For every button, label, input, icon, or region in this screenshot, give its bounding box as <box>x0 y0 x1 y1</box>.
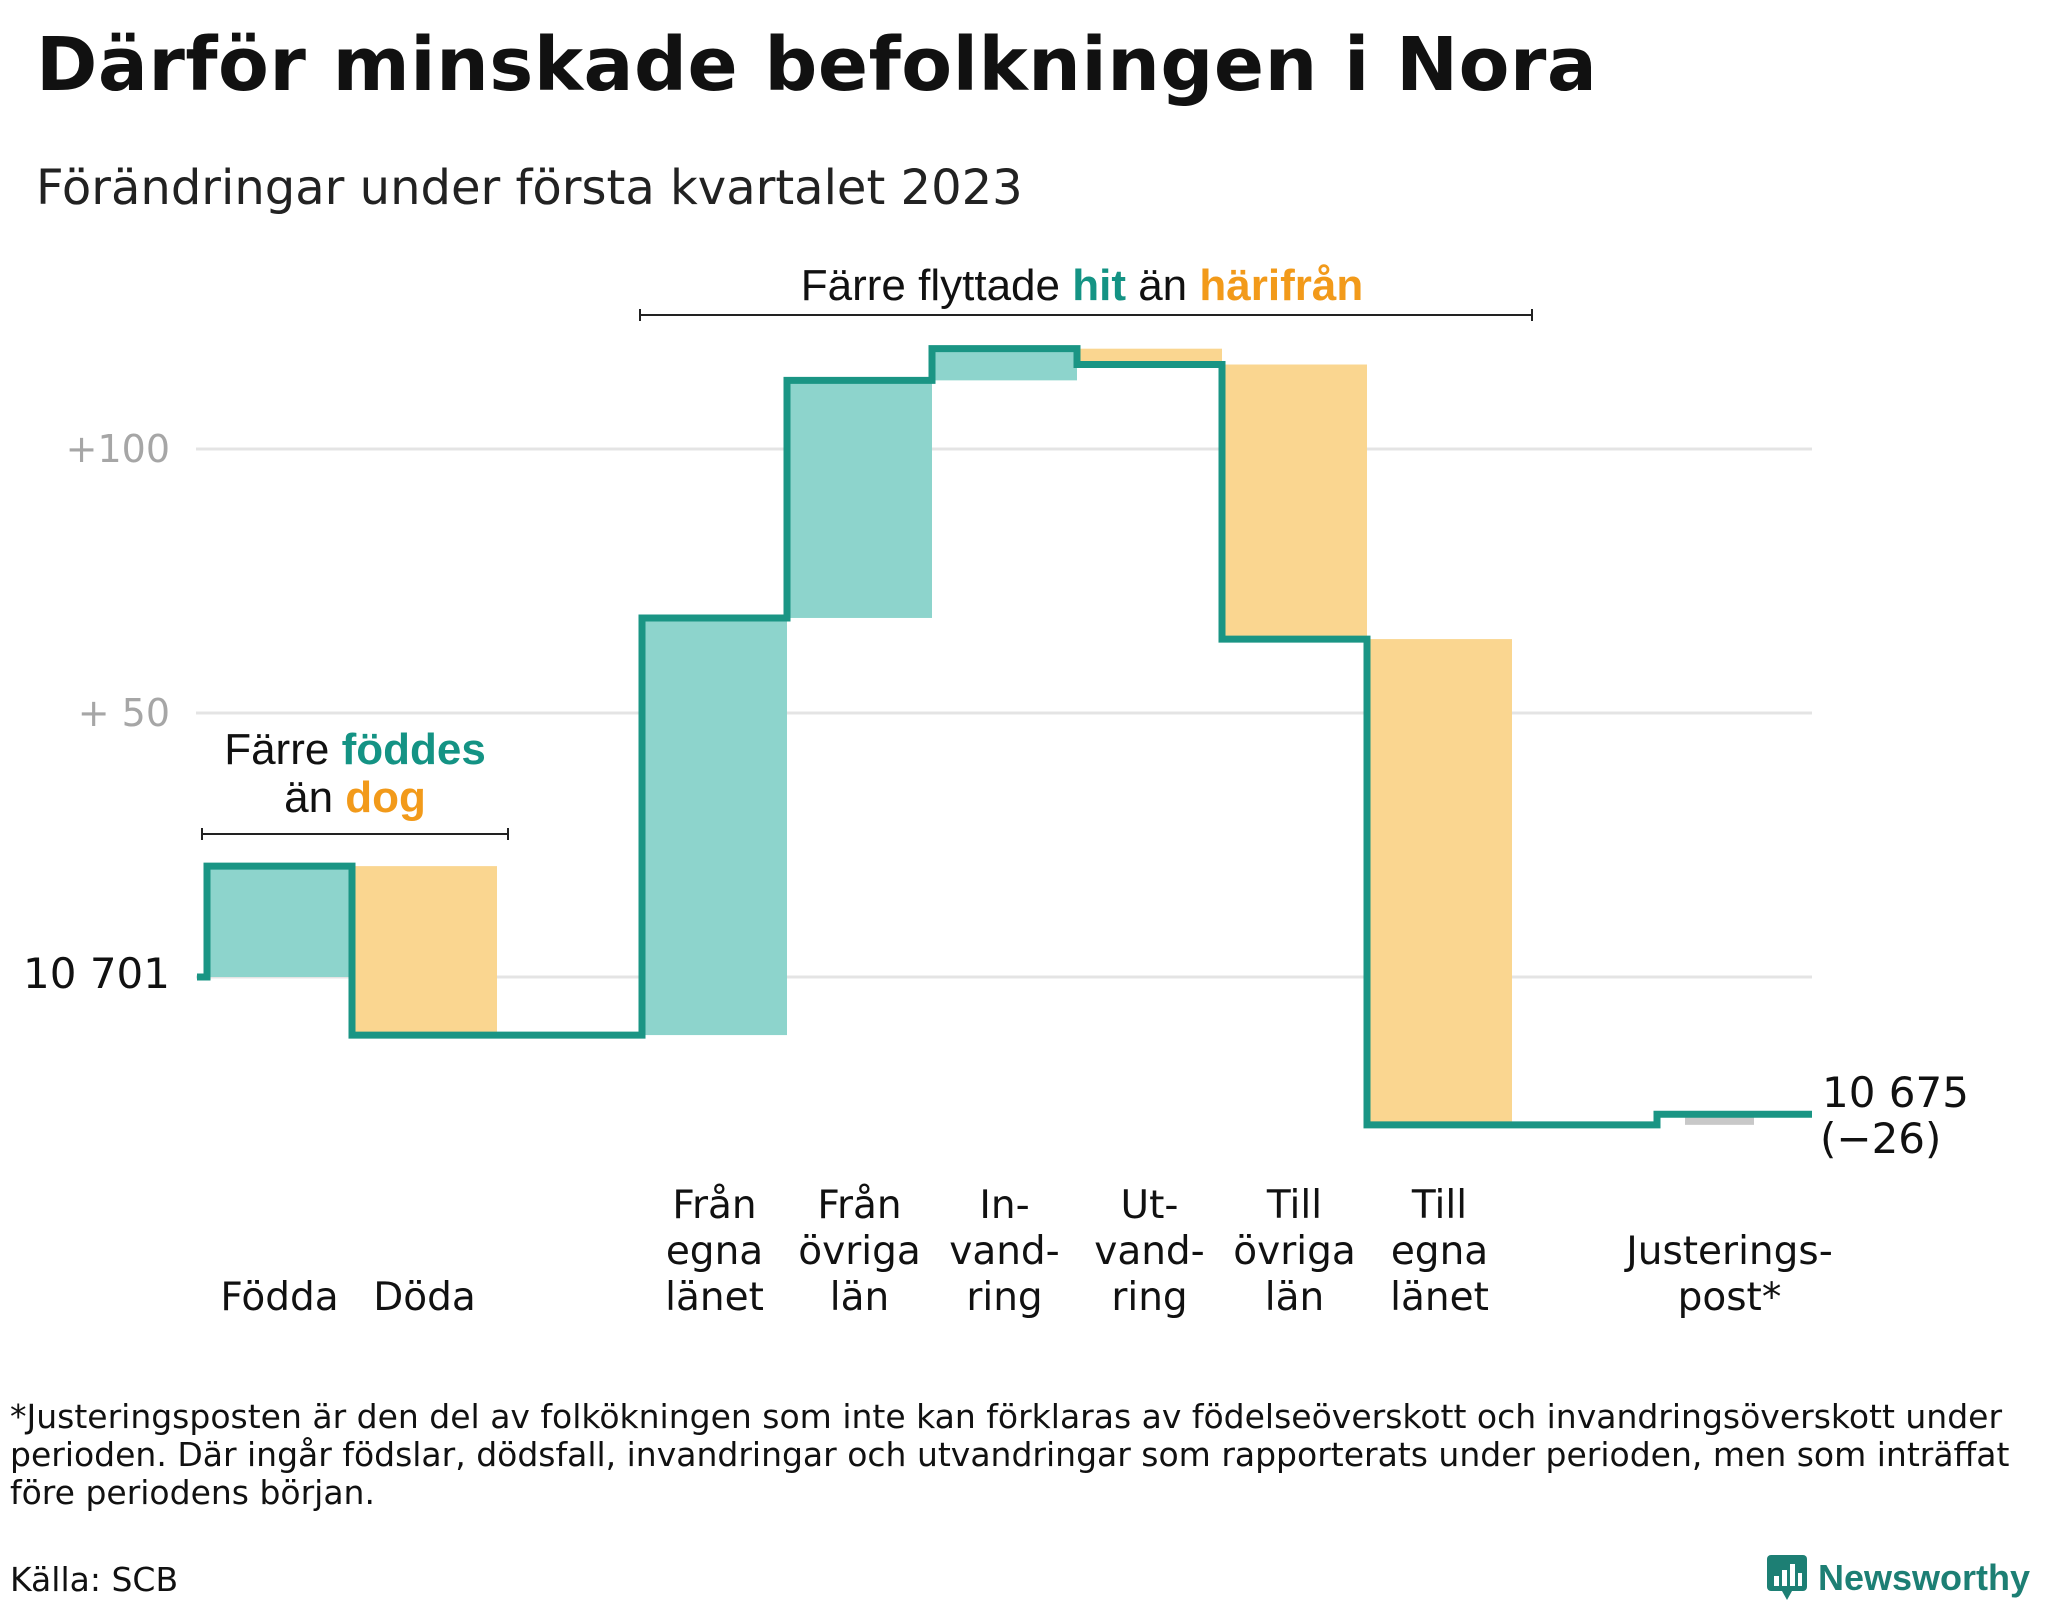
category-label-line: Till <box>1411 1183 1467 1228</box>
migration-annotation: Färre flyttade hit än härifrån <box>801 261 1363 310</box>
bar-till-övriga-län <box>1222 364 1367 640</box>
bar-justeringspost <box>1685 1114 1754 1125</box>
running-total-step-line <box>197 345 1812 1129</box>
category-label: In-vand-ring <box>949 1183 1060 1320</box>
chart-subtitle: Förändringar under första kvartalet 2023 <box>36 160 1023 216</box>
category-label: Ut-vand-ring <box>1094 1183 1205 1320</box>
source-label: Källa: SCB <box>10 1560 179 1599</box>
chart-title: Därför minskade befolkningen i Nora <box>36 22 1598 108</box>
bar-från-egna-länet <box>642 617 787 1036</box>
migration-annotation-highlight-away: härifrån <box>1199 261 1363 310</box>
birth-annotation-line1: Färre föddes <box>224 725 486 774</box>
category-label-line: In- <box>979 1183 1029 1228</box>
bars <box>207 348 1754 1125</box>
end-change-label: (−26) <box>1820 1114 1941 1163</box>
birth-annotation-text2: än <box>284 773 345 822</box>
category-label: Döda <box>373 1275 476 1320</box>
category-label-line: vand- <box>1094 1229 1205 1274</box>
category-label-line: Ut- <box>1121 1183 1179 1228</box>
category-label-line: egna <box>666 1229 763 1274</box>
category-label: Från övriga län <box>798 1183 920 1320</box>
category-label-line: länet <box>665 1275 764 1320</box>
footnote: *Justeringsposten är den del av folkökni… <box>10 1397 2010 1512</box>
category-label: Födda <box>220 1275 338 1320</box>
brand-name: Newsworthy <box>1818 1557 2031 1598</box>
bar-födda <box>207 866 352 977</box>
category-label-line: län <box>830 1275 889 1320</box>
bar-från-övriga-län <box>787 380 932 618</box>
migration-annotation-text2: än <box>1126 261 1199 310</box>
category-label-line: post* <box>1678 1275 1782 1320</box>
birth-annotation-highlight-born: föddes <box>342 725 486 774</box>
y-tick-label: + 50 <box>78 691 170 735</box>
category-label: Från egna länet <box>665 1183 764 1320</box>
end-value-label: 10 675 <box>1822 1068 1969 1117</box>
birth-annotation-highlight-died: dog <box>345 773 426 822</box>
migration-annotation-text: Färre flyttade <box>801 261 1072 310</box>
migration-annotation-bracket <box>639 309 1533 321</box>
y-tick-label: +100 <box>66 427 170 471</box>
category-label-line: Till <box>1266 1183 1322 1228</box>
category-label-line: län <box>1265 1275 1324 1320</box>
category-label: Till egna länet <box>1390 1183 1489 1320</box>
category-label-line: Födda <box>220 1275 338 1320</box>
brand[interactable]: Newsworthy <box>1766 1554 2030 1602</box>
category-label: Till övriga län <box>1233 1183 1355 1320</box>
category-label-line: Från <box>672 1183 756 1228</box>
category-label-line: egna <box>1391 1229 1488 1274</box>
running-total-line <box>197 345 1812 1129</box>
bar-till-egna-länet <box>1367 639 1512 1125</box>
bar-invandring <box>932 348 1077 381</box>
category-label: Justerings-post* <box>1623 1229 1833 1320</box>
newsworthy-logo-icon <box>1767 1555 1807 1600</box>
category-label-line: länet <box>1390 1275 1489 1320</box>
category-label-line: ring <box>966 1275 1042 1320</box>
bar-döda <box>352 866 497 1036</box>
category-label-line: Justerings- <box>1623 1229 1833 1274</box>
bar-utvandring <box>1077 348 1222 365</box>
migration-annotation-highlight-here: hit <box>1072 261 1126 310</box>
category-label-line: vand- <box>949 1229 1060 1274</box>
category-label-line: ring <box>1111 1275 1187 1320</box>
category-label-line: övriga <box>798 1229 920 1274</box>
start-value-label: 10 701 <box>23 949 170 998</box>
y-tick-labels: +100 + 50 <box>66 427 170 735</box>
birth-annotation-bracket <box>201 828 509 840</box>
birth-annotation-line2: än dog <box>284 773 426 822</box>
category-label-line: Från <box>817 1183 901 1228</box>
category-label-line: övriga <box>1233 1229 1355 1274</box>
category-label-line: Döda <box>373 1275 476 1320</box>
birth-annotation-text: Färre <box>224 725 341 774</box>
